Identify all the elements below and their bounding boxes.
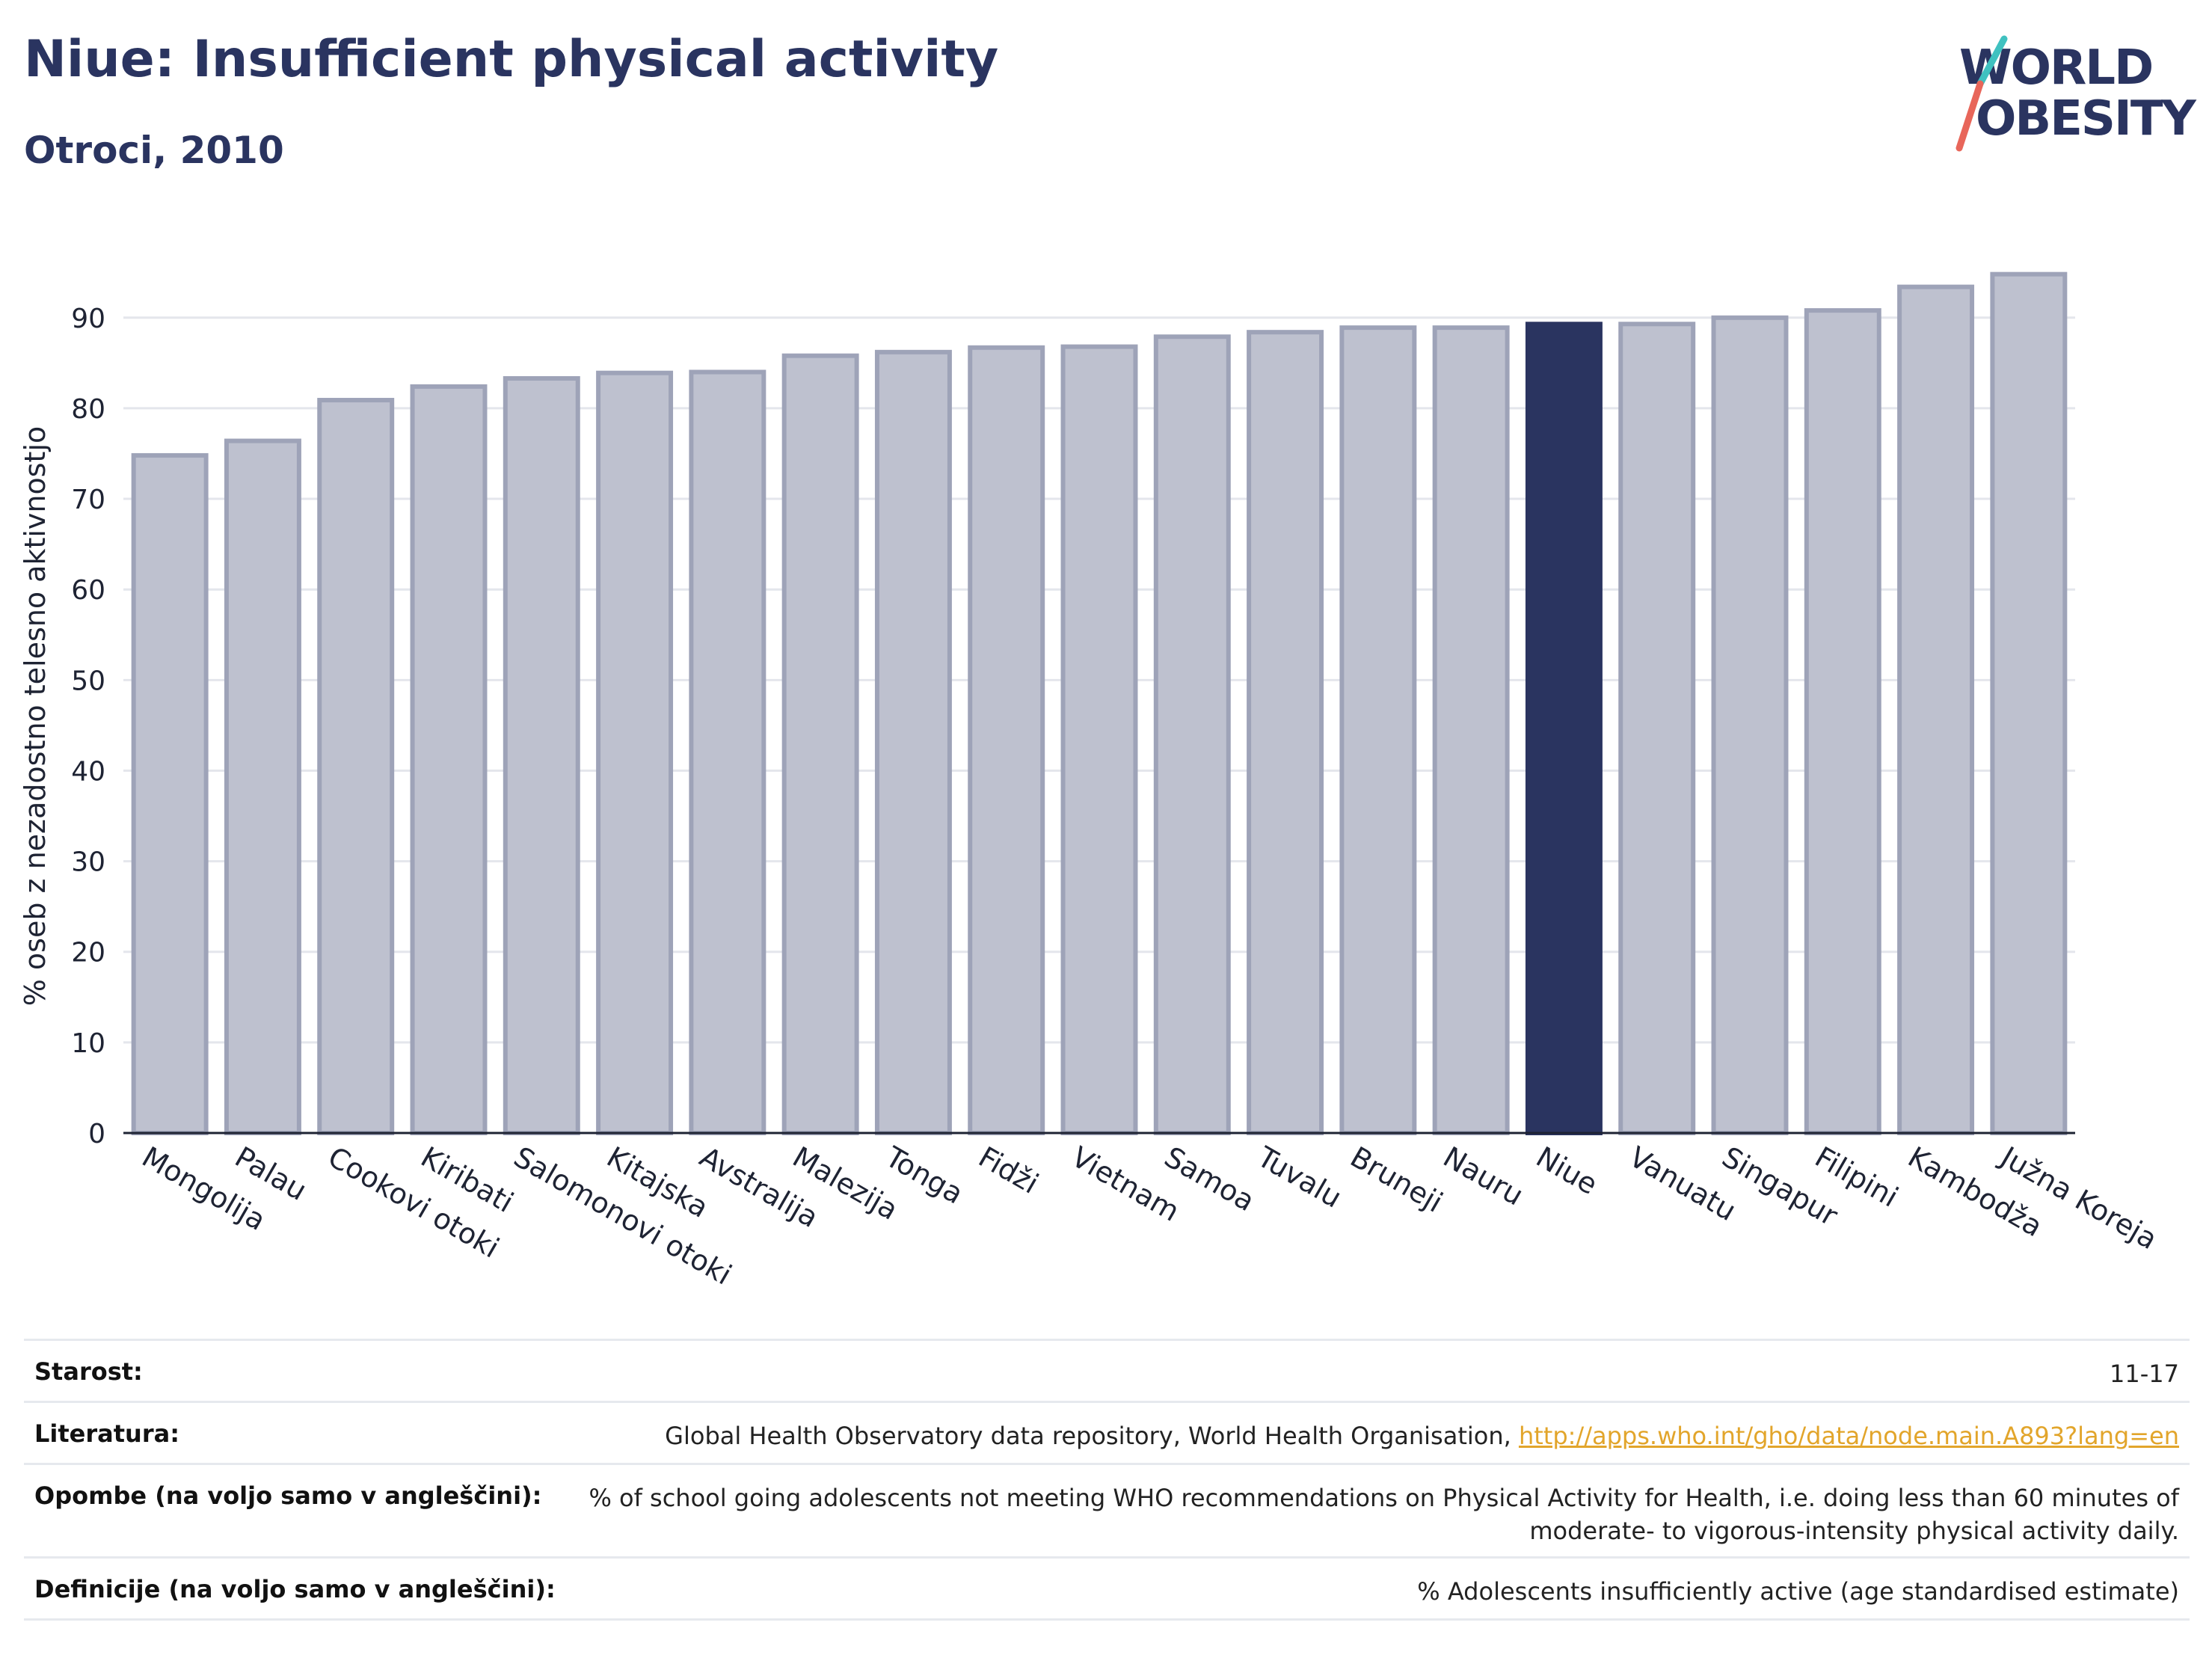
x-tick-label: Bruneji <box>1345 1140 1448 1219</box>
y-tick-label: 10 <box>71 1028 105 1059</box>
svg-text:OBESITY: OBESITY <box>1976 91 2196 147</box>
x-tick-label: Nauru <box>1438 1140 1529 1212</box>
literature-link[interactable]: http://apps.who.int/gho/data/node.main.A… <box>1518 1422 2179 1450</box>
y-tick-label: 30 <box>71 847 105 878</box>
bar-južna-koreja <box>1990 271 2068 1135</box>
bar-samoa <box>1153 334 1231 1136</box>
notes-line-2: moderate- to vigorous-intensity physical… <box>1529 1517 2179 1545</box>
literature-label: Literatura: <box>34 1419 179 1448</box>
bar-fidži <box>968 345 1045 1135</box>
bar-salomonovi-otoki <box>503 375 580 1135</box>
definitions-value: % Adolescents insufficiently active (age… <box>1417 1577 2179 1606</box>
bar-tuvalu <box>1247 330 1324 1135</box>
bar-bruneji <box>1339 325 1417 1136</box>
age-value: 11-17 <box>2110 1360 2179 1388</box>
definitions-label: Definicije (na voljo samo v angleščini): <box>34 1575 556 1603</box>
bar-cookovi-otoki <box>317 398 395 1136</box>
bar-singapur <box>1711 315 1789 1135</box>
metadata-table: Starost: 11-17 Literatura: Global Health… <box>24 1339 2190 1621</box>
notes-label: Opombe (na voljo samo v angleščini): <box>34 1481 542 1510</box>
y-tick-label: 80 <box>71 394 105 425</box>
page-title: Niue: Insufficient physical activity <box>24 30 999 89</box>
y-tick-label: 50 <box>71 666 105 696</box>
bar-kitajska <box>596 370 674 1136</box>
y-tick-label: 60 <box>71 575 105 606</box>
bar-nauru <box>1432 325 1510 1136</box>
bar-niue <box>1525 322 1603 1135</box>
world-obesity-logo: WORLD OBESITY <box>1956 35 2198 152</box>
meta-row-age: Starost: 11-17 <box>24 1339 2190 1401</box>
meta-row-definitions: Definicije (na voljo samo v angleščini):… <box>24 1556 2190 1621</box>
bar-vanuatu <box>1618 322 1696 1135</box>
notes-line-1: % of school going adolescents not meetin… <box>589 1484 2179 1512</box>
bar-palau <box>224 438 301 1135</box>
meta-row-literature: Literatura: Global Health Observatory da… <box>24 1401 2190 1463</box>
x-tick-label: Niue <box>1531 1140 1603 1201</box>
y-tick-label: 0 <box>88 1119 105 1149</box>
bar-malezija <box>781 353 859 1136</box>
bar-avstralija <box>689 369 766 1135</box>
y-tick-label: 70 <box>71 485 105 515</box>
bar-tonga <box>874 349 952 1136</box>
y-tick-label: 20 <box>71 938 105 968</box>
x-tick-label: Tuvalu <box>1251 1140 1347 1215</box>
bar-kiribati <box>410 384 488 1136</box>
meta-row-notes: Opombe (na voljo samo v angleščini): % o… <box>24 1463 2190 1556</box>
x-tick-label: Vanuatu <box>1623 1140 1742 1227</box>
bar-vietnam <box>1060 344 1138 1136</box>
bar-filipini <box>1804 308 1881 1135</box>
x-tick-label: Fidži <box>973 1140 1044 1200</box>
literature-text: Global Health Observatory data repositor… <box>665 1422 1511 1450</box>
y-tick-label: 40 <box>71 756 105 787</box>
y-axis-label: % oseb z nezadostno telesno aktivnostjo <box>19 426 52 1007</box>
y-tick-label: 90 <box>71 304 105 334</box>
bar-mongolija <box>131 452 209 1135</box>
notes-value: % of school going adolescents not meetin… <box>589 1481 2179 1547</box>
literature-value: Global Health Observatory data repositor… <box>665 1419 2179 1452</box>
bar-kambodža <box>1897 284 1975 1135</box>
age-label: Starost: <box>34 1357 143 1386</box>
page-subtitle: Otroci, 2010 <box>24 129 284 172</box>
